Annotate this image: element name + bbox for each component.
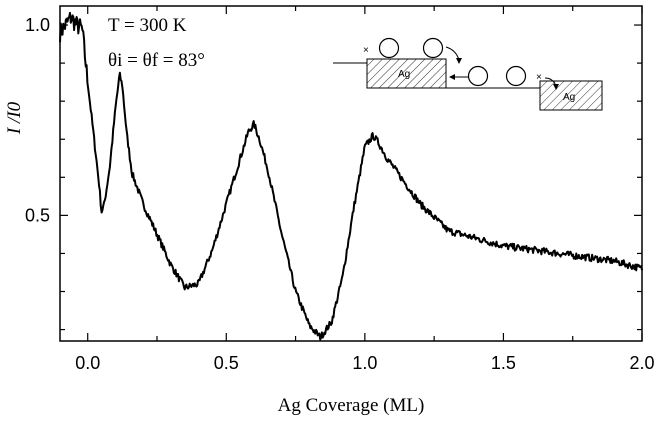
inset-adatom: [467, 65, 489, 87]
x-tick-label: 1.0: [352, 353, 377, 373]
series-line: [59, 11, 643, 341]
x-tick-labels: 0.0 0.5 1.0 1.5 2.0: [75, 353, 654, 373]
x-tick-label: 0.5: [214, 353, 239, 373]
y-axis-title: I /I0: [4, 101, 25, 135]
inset-ag-island-2: [539, 80, 603, 111]
inset-adatom: [422, 37, 444, 59]
inset-ag-label-1: Ag: [398, 69, 410, 80]
annotation-angle: θi = θf = 83°: [108, 50, 205, 71]
y-tick-label: 0.5: [25, 205, 50, 225]
x-axis-title: Ag Coverage (ML): [278, 395, 425, 416]
tick-marks: [60, 6, 643, 341]
x-tick-label: 0.0: [75, 353, 100, 373]
inset-ag-label-2: Ag: [563, 92, 575, 103]
plot-frame: [59, 5, 643, 342]
inset-diagram: Ag × × Ag: [333, 37, 603, 111]
inset-arrowhead-1: [456, 58, 462, 64]
plot-area: 0.0 0.5 1.0 1.5 2.0 0.5 1.0: [25, 5, 655, 373]
inset-adatom: [505, 65, 527, 87]
x-tick-label: 1.5: [491, 353, 516, 373]
inset-cross-1: ×: [363, 45, 369, 56]
inset-adatom: [378, 37, 400, 59]
x-tick-label: 2.0: [629, 353, 654, 373]
y-tick-labels: 0.5 1.0: [25, 15, 50, 225]
annotation-temperature: T = 300 K: [108, 15, 187, 36]
y-tick-label: 1.0: [25, 15, 50, 35]
inset-cross-2: ×: [536, 72, 542, 83]
inset-ag-island-1: [366, 58, 447, 89]
inset-arrowhead-2: [449, 74, 455, 80]
